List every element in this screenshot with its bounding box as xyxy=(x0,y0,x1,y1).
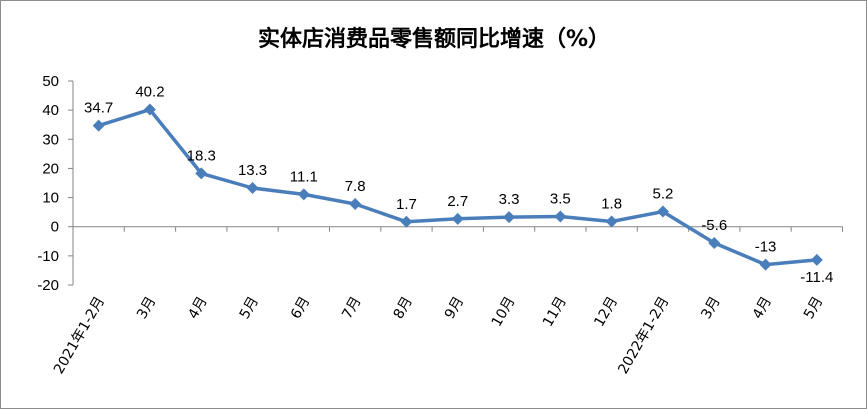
data-point-marker xyxy=(349,197,362,210)
y-tick-label: 0 xyxy=(51,219,59,236)
data-point-marker xyxy=(810,253,823,266)
data-label: 40.2 xyxy=(135,84,164,101)
series-layer xyxy=(92,103,823,271)
y-tick-label: -20 xyxy=(37,277,59,294)
data-point-marker xyxy=(708,237,721,250)
series-line xyxy=(98,107,817,267)
data-point-marker xyxy=(246,181,259,194)
y-tick-label: -10 xyxy=(37,248,59,265)
y-tick-label: 20 xyxy=(42,160,59,177)
data-label: -11.4 xyxy=(800,269,833,286)
data-point-marker xyxy=(195,167,208,180)
data-label: 2.7 xyxy=(447,193,468,210)
data-label: 3.5 xyxy=(550,191,571,208)
x-tick-label: 12月 xyxy=(591,294,621,330)
data-point-marker xyxy=(451,212,464,225)
data-point-marker xyxy=(605,215,618,228)
x-tick-label: 5月 xyxy=(801,294,826,322)
data-label: 3.3 xyxy=(499,191,520,208)
data-label: 7.8 xyxy=(345,178,366,195)
x-tick-label: 11月 xyxy=(540,294,570,330)
data-point-marker xyxy=(143,103,156,116)
y-tick-label: 40 xyxy=(42,102,59,119)
data-label: 13.3 xyxy=(238,162,267,179)
data-label: 34.7 xyxy=(84,100,113,117)
x-tick-label: 7月 xyxy=(339,294,364,322)
x-tick-label: 5月 xyxy=(237,294,262,322)
data-label: 11.1 xyxy=(290,168,318,185)
y-axis: 50 40 30 20 10 0 -10 -20 xyxy=(37,73,74,294)
y-tick-label: 10 xyxy=(42,190,59,207)
x-tick-label: 10月 xyxy=(489,294,519,330)
x-tick-label: 6月 xyxy=(288,294,313,322)
data-point-marker xyxy=(554,210,567,223)
y-tick-label: 50 xyxy=(42,73,59,90)
x-axis: 2021年1-2月 3月 4月 5月 6月 7月 8月 9月 10月 11月 12月2022年1-2… xyxy=(51,226,843,377)
data-label: -13 xyxy=(755,239,777,256)
x-tick-label: 2022年1-2月 xyxy=(615,294,672,377)
data-point-marker xyxy=(656,205,669,218)
y-tick-label: 30 xyxy=(42,131,59,148)
data-point-marker xyxy=(92,119,105,132)
data-label: 1.8 xyxy=(601,195,622,212)
data-label: 5.2 xyxy=(653,186,674,203)
chart-title: 实体店消费品零售额同比增速（%） xyxy=(258,26,610,52)
x-tick-label: 4月 xyxy=(750,294,775,322)
x-tick-label: 3月 xyxy=(134,294,159,322)
x-tick-label: 2021年1-2月 xyxy=(51,294,108,377)
x-tick-label: 3月 xyxy=(698,294,723,322)
x-tick-label: 9月 xyxy=(442,294,467,322)
data-label-layer: 34.7 40.2 18.3 13.3 11.1 7.8 1.7 2.7 3.3 3.5 1.8 5.… xyxy=(84,84,833,286)
data-label: 18.3 xyxy=(187,147,216,164)
x-tick-label: 8月 xyxy=(391,294,416,322)
data-point-marker xyxy=(503,211,516,224)
x-tick-label: 4月 xyxy=(185,294,210,322)
data-label: -5.6 xyxy=(701,217,727,234)
data-label: 1.7 xyxy=(396,196,417,213)
data-point-marker xyxy=(759,258,772,271)
data-point-marker xyxy=(400,215,413,228)
data-point-marker xyxy=(297,188,310,201)
